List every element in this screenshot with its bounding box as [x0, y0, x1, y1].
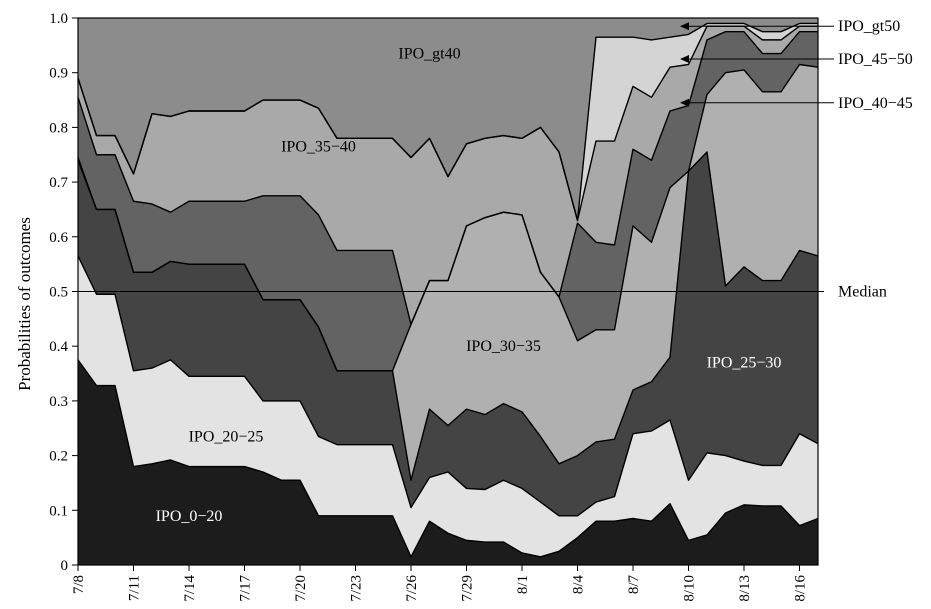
boundary-ipo-20-25	[77, 255, 819, 517]
area-ipo-0-20	[78, 359, 818, 565]
x-tick-label: 8/7	[626, 575, 642, 595]
callout-arrowhead	[680, 98, 689, 107]
x-tick-label: 7/29	[460, 575, 476, 602]
area-ipo-30-35	[78, 64, 818, 481]
y-tick-label: 0.8	[49, 120, 68, 136]
area-label-ipo-35-40: IPO_35−40	[281, 139, 356, 156]
callout-ipo-40-45: IPO_40−45	[680, 95, 913, 112]
x-tick-label: 7/8	[71, 575, 87, 594]
x-tick-label: 7/14	[182, 575, 198, 602]
area-labels: IPO_gt40 IPO_35−40 IPO_30−35 IPO_25−30 IPO_2…	[156, 46, 782, 525]
y-tick-label: 0.6	[49, 230, 68, 246]
x-tick-label: 8/4	[571, 575, 587, 595]
area-label-ipo-20-25: IPO_20−25	[189, 428, 264, 445]
boundary-ipo-45-50	[77, 22, 818, 222]
area-ipo-gt40	[78, 18, 818, 221]
y-tick-label: 0	[61, 558, 69, 574]
y-tick-label: 0.4	[49, 339, 68, 355]
y-tick-label: 0.2	[49, 449, 68, 465]
boundary-ipo-0-20	[77, 359, 819, 558]
y-tick-label: 0.9	[49, 66, 68, 82]
callout-ipo-gt50: IPO_gt50	[680, 18, 900, 35]
x-tick-label: 8/10	[682, 575, 698, 602]
x-tick-label: 7/11	[127, 575, 143, 601]
median-label: Median	[838, 284, 887, 301]
y-tick-label: 0.7	[49, 175, 68, 191]
area-label-ipo-0-20: IPO_0−20	[156, 508, 223, 525]
x-tick-label: 8/13	[737, 575, 753, 602]
x-tick-label: 7/20	[293, 575, 309, 602]
boundary-ipo-35-40	[77, 30, 818, 326]
x-tick-label: 7/17	[238, 575, 254, 602]
y-tick-label: 0.5	[49, 285, 68, 301]
area-ipo-25-30	[78, 152, 818, 516]
area-boundaries	[77, 22, 819, 558]
callout-annotations: IPO_gt50 IPO_45−50 IPO_40−45	[680, 18, 913, 112]
callout-label: IPO_45−50	[838, 51, 913, 68]
x-tick-label: 8/1	[515, 575, 531, 594]
area-label-ipo-25-30: IPO_25−30	[707, 355, 782, 372]
callout-arrowhead	[680, 22, 689, 31]
area-ipo-35-40	[78, 31, 818, 371]
axes: 0 0.1 0.2 0.3 0.4 0.5 0.6 0.7 0.8 0.9 1.0 7/8 7/11 7/…	[49, 11, 819, 602]
x-tick-label: 7/23	[349, 575, 365, 602]
x-tick-label: 7/26	[404, 575, 420, 602]
area-ipo-20-25	[78, 255, 818, 557]
y-tick-label: 1.0	[49, 11, 68, 27]
area-label-ipo-30-35: IPO_30−35	[466, 338, 541, 355]
x-tick-label: 8/16	[793, 575, 809, 602]
y-axis-title: Probabilities of outcomes	[15, 217, 34, 391]
area-ipo-45-50	[78, 23, 818, 221]
callout-ipo-45-50: IPO_45−50	[680, 51, 913, 68]
callout-label: IPO_gt50	[838, 18, 900, 35]
y-tick-label: 0.1	[49, 503, 68, 519]
callout-label: IPO_40−45	[838, 95, 913, 112]
callout-arrowhead	[680, 55, 689, 64]
median-reference: Median	[78, 284, 887, 301]
area-label-ipo-gt40: IPO_gt40	[398, 46, 460, 63]
y-tick-label: 0.3	[49, 394, 68, 410]
